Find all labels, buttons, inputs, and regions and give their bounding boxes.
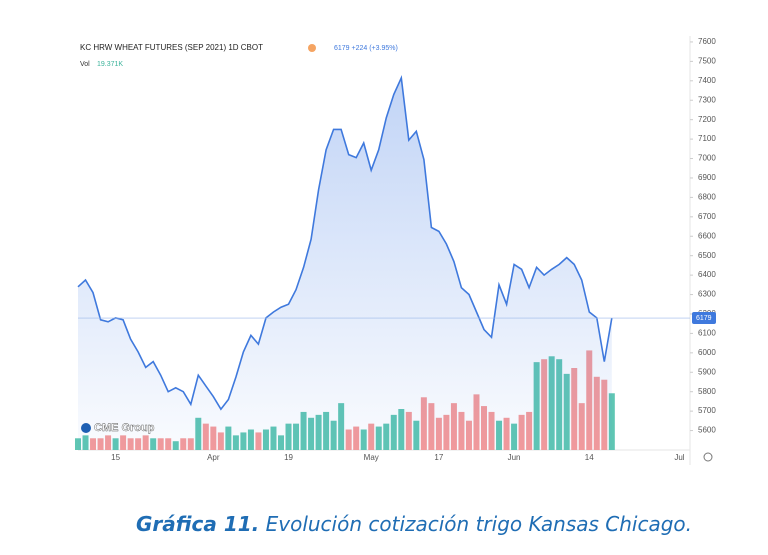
y-tick-label: 6300	[698, 290, 716, 299]
status-dot	[308, 44, 316, 52]
settings-icon	[703, 452, 713, 462]
y-tick-label: 7200	[698, 115, 716, 124]
y-tick-label: 6500	[698, 251, 716, 260]
quote: 6179 +224 (+3.95%)	[334, 45, 398, 52]
x-tick-label: Apr	[207, 453, 220, 462]
x-tick-label: Jul	[674, 453, 684, 462]
chart-title: KC HRW WHEAT FUTURES (SEP 2021) 1D CBOT	[80, 43, 263, 52]
y-tick-label: 6400	[698, 270, 716, 279]
x-tick-label: May	[364, 453, 379, 462]
chart: KC HRW WHEAT FUTURES (SEP 2021) 1D CBOT …	[75, 36, 716, 465]
logo: CME Group	[94, 422, 155, 434]
price-layer	[77, 74, 613, 451]
y-tick-label: 6900	[698, 173, 716, 182]
y-tick-label: 5700	[698, 406, 716, 415]
caption-lead: Gráfica 11.	[135, 512, 260, 536]
price-line	[77, 74, 613, 411]
y-tick-label: 7100	[698, 134, 716, 143]
price-area	[78, 77, 612, 451]
y-tick-label: 5900	[698, 367, 716, 376]
y-tick-label: 7400	[698, 76, 716, 85]
caption: Gráfica 11. Evolución cotización trigo K…	[0, 512, 768, 536]
caption-text: Evolución cotización trigo Kansas Chicag…	[265, 512, 693, 536]
y-tick-label: 7500	[698, 56, 716, 65]
y-tick-label: 6700	[698, 212, 716, 221]
x-tick-label: 19	[284, 453, 293, 462]
y-tick-label: 6800	[698, 193, 716, 202]
y-tick-label: 6600	[698, 231, 716, 240]
x-tick-label: 17	[434, 453, 443, 462]
volume-value: 19.371K	[97, 61, 123, 68]
y-tick-label: 7600	[698, 37, 716, 46]
logo-icon	[81, 423, 91, 433]
y-tick-label: 5800	[698, 387, 716, 396]
y-tick-label: 7000	[698, 154, 716, 163]
x-tick-label: Jun	[508, 453, 521, 462]
last-price-tag	[692, 312, 716, 325]
y-tick-label: 6000	[698, 348, 716, 357]
x-tick-label: 14	[585, 453, 594, 462]
x-tick-label: 15	[111, 453, 120, 462]
volume-label: Vol	[80, 61, 90, 68]
y-tick-label: 6100	[698, 329, 716, 338]
last-price-label: 6179	[696, 315, 712, 322]
y-tick-label: 5600	[698, 426, 716, 435]
y-tick-label: 7300	[698, 95, 716, 104]
volume-bar	[608, 393, 615, 450]
